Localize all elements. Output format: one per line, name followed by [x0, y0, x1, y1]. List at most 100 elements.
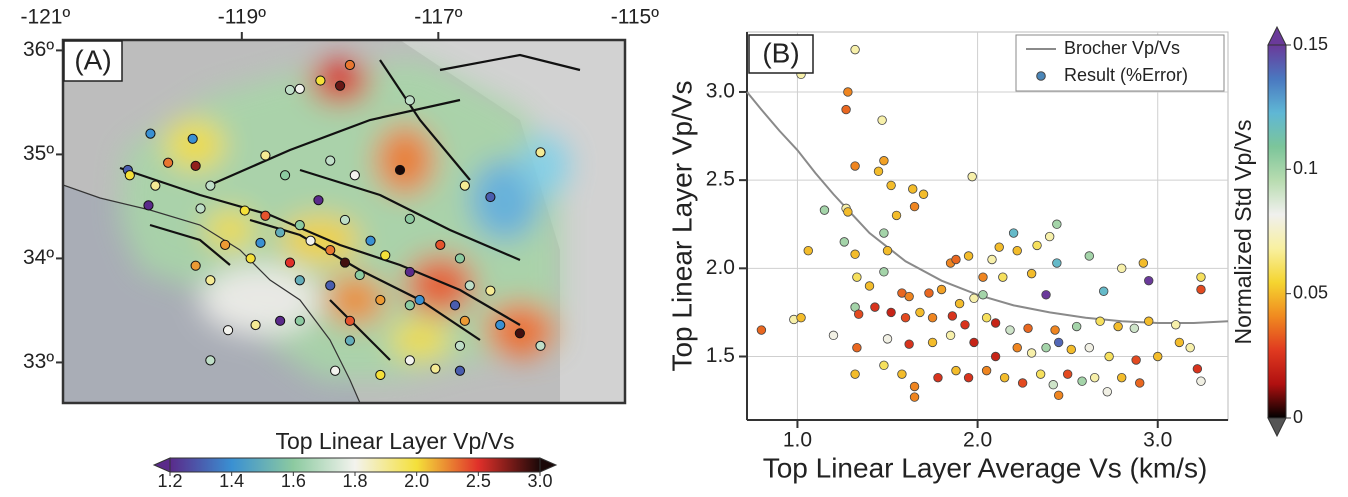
- station: [276, 228, 285, 237]
- colorbar-tick-label: 2.5: [466, 471, 491, 491]
- colorbar-tick-label: 1.6: [281, 471, 306, 491]
- data-point: [851, 370, 860, 379]
- data-point: [964, 252, 973, 261]
- data-point: [1000, 373, 1009, 382]
- colorbar-title: Top Linear Layer Vp/Vs: [275, 428, 514, 454]
- panel-label: (A): [74, 44, 111, 75]
- data-point: [851, 250, 860, 259]
- data-point: [1197, 377, 1206, 386]
- data-point: [878, 116, 887, 125]
- data-point: [1009, 229, 1018, 238]
- data-point: [946, 331, 955, 340]
- y-tick-label: 34º: [23, 246, 54, 269]
- colorbar-title: Normalized Std Vp/Vs: [1230, 120, 1256, 345]
- data-point: [1186, 343, 1195, 352]
- data-point: [1053, 259, 1062, 268]
- station: [261, 211, 270, 220]
- station: [295, 316, 304, 325]
- data-point: [1193, 365, 1202, 374]
- data-point: [1117, 264, 1126, 273]
- station: [460, 316, 469, 325]
- data-point: [892, 211, 901, 220]
- x-tick-label: 3.0: [1143, 429, 1172, 452]
- station: [455, 341, 464, 350]
- data-point: [851, 45, 860, 54]
- station: [261, 151, 270, 160]
- station: [536, 148, 545, 157]
- station: [276, 316, 285, 325]
- station: [295, 84, 304, 93]
- colorbar-tick-label: 3.0: [527, 471, 552, 491]
- data-point: [1085, 252, 1094, 261]
- data-point: [1042, 290, 1051, 299]
- colorbar-tick-label: 1.8: [342, 471, 367, 491]
- data-point: [1135, 379, 1144, 388]
- data-point: [1053, 220, 1062, 229]
- data-point: [880, 229, 889, 238]
- data-point: [968, 172, 977, 181]
- colorbar-tick-label: 1.4: [219, 471, 244, 491]
- station: [376, 295, 385, 304]
- data-point: [1054, 391, 1063, 400]
- data-point: [1090, 373, 1099, 382]
- data-point: [842, 105, 851, 114]
- legend-label: Brocher Vp/Vs: [1064, 38, 1180, 58]
- x-axis-title: Top Linear Layer Average Vs (km/s): [763, 452, 1208, 483]
- data-point: [1153, 352, 1162, 361]
- data-point: [1063, 370, 1072, 379]
- data-point: [820, 206, 829, 215]
- station: [295, 276, 304, 285]
- data-point: [1085, 343, 1094, 352]
- data-point: [991, 319, 1000, 328]
- station: [326, 246, 335, 255]
- colorbar-tick-label: 2.0: [404, 471, 429, 491]
- data-point: [1054, 338, 1063, 347]
- station: [465, 281, 474, 290]
- data-point: [910, 202, 919, 211]
- data-point: [1139, 259, 1148, 268]
- data-point: [910, 382, 919, 391]
- station: [191, 261, 200, 270]
- station: [221, 240, 230, 249]
- data-point: [928, 313, 937, 322]
- data-point: [844, 208, 853, 217]
- data-point: [883, 246, 892, 255]
- data-point: [1099, 287, 1108, 296]
- y-tick-label: 35º: [23, 142, 54, 165]
- data-point: [898, 370, 907, 379]
- station: [405, 356, 414, 365]
- colorbar-tick-label: 0.15: [1293, 34, 1328, 54]
- station: [395, 165, 404, 174]
- data-point: [851, 162, 860, 171]
- station: [326, 281, 335, 290]
- x-tick-label: -119º: [218, 6, 266, 29]
- data-point: [844, 88, 853, 97]
- data-point: [865, 282, 874, 291]
- station: [415, 295, 424, 304]
- data-point: [1027, 349, 1036, 358]
- station: [326, 156, 335, 165]
- y-tick-label: 36º: [23, 38, 54, 61]
- station: [450, 301, 459, 310]
- y-tick-label: 2.0: [706, 256, 735, 279]
- data-point: [1024, 324, 1033, 333]
- station: [125, 171, 134, 180]
- station: [405, 96, 414, 105]
- data-point: [1197, 273, 1206, 282]
- data-point: [1144, 276, 1153, 285]
- station: [285, 258, 294, 267]
- station: [486, 192, 495, 201]
- data-point: [1033, 241, 1042, 250]
- data-point: [988, 255, 997, 264]
- station: [285, 85, 294, 94]
- data-point: [757, 326, 766, 335]
- colorbar-tick-label: 1.2: [157, 471, 182, 491]
- station: [240, 206, 249, 215]
- data-point: [1027, 269, 1036, 278]
- station: [188, 134, 197, 143]
- x-tick-label: -115º: [611, 6, 659, 29]
- data-point: [797, 313, 806, 322]
- station: [340, 215, 349, 224]
- station: [306, 236, 315, 245]
- data-point: [952, 366, 961, 375]
